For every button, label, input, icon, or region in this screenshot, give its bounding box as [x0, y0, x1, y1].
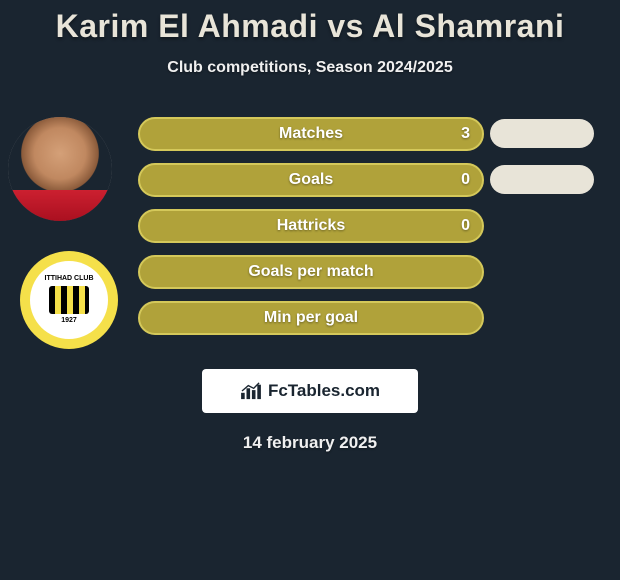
- player2-bar: [490, 165, 594, 194]
- player1-bar: [138, 163, 484, 197]
- player2-avatar: ITTIHAD CLUB 1927: [20, 251, 118, 349]
- player1-bar: [138, 301, 484, 335]
- player1-value: 3: [461, 117, 470, 151]
- bar-chart-icon: [240, 382, 262, 400]
- stats-area: ITTIHAD CLUB 1927 Matches3 Goals0 Hattrick…: [0, 117, 620, 357]
- badge-text-top: ITTIHAD CLUB: [45, 275, 94, 283]
- comparison-infographic: Karim El Ahmadi vs Al Shamrani Club comp…: [0, 0, 620, 453]
- player2-club-badge: ITTIHAD CLUB 1927: [30, 261, 108, 339]
- page-title: Karim El Ahmadi vs Al Shamrani: [0, 8, 620, 45]
- player1-value: 0: [461, 209, 470, 243]
- footer-date: 14 february 2025: [0, 433, 620, 453]
- player1-bar: [138, 255, 484, 289]
- site-name: FcTables.com: [268, 381, 380, 401]
- page-subtitle: Club competitions, Season 2024/2025: [0, 59, 620, 77]
- badge-text-bottom: 1927: [61, 317, 77, 325]
- player1-bar: [138, 209, 484, 243]
- stat-row: Goals0: [138, 163, 484, 197]
- player2-bar: [490, 119, 594, 148]
- site-badge: FcTables.com: [202, 369, 418, 413]
- player1-avatar: [8, 117, 112, 221]
- stat-row: Goals per match: [138, 255, 484, 289]
- stat-bars: Matches3 Goals0 Hattricks0 Goals per match M…: [138, 117, 484, 347]
- player1-avatar-image: [8, 117, 112, 221]
- badge-stripes-icon: [49, 286, 89, 314]
- stat-row: Matches3: [138, 117, 484, 151]
- player1-bar: [138, 117, 484, 151]
- stat-row: Min per goal: [138, 301, 484, 335]
- player1-value: 0: [461, 163, 470, 197]
- stat-row: Hattricks0: [138, 209, 484, 243]
